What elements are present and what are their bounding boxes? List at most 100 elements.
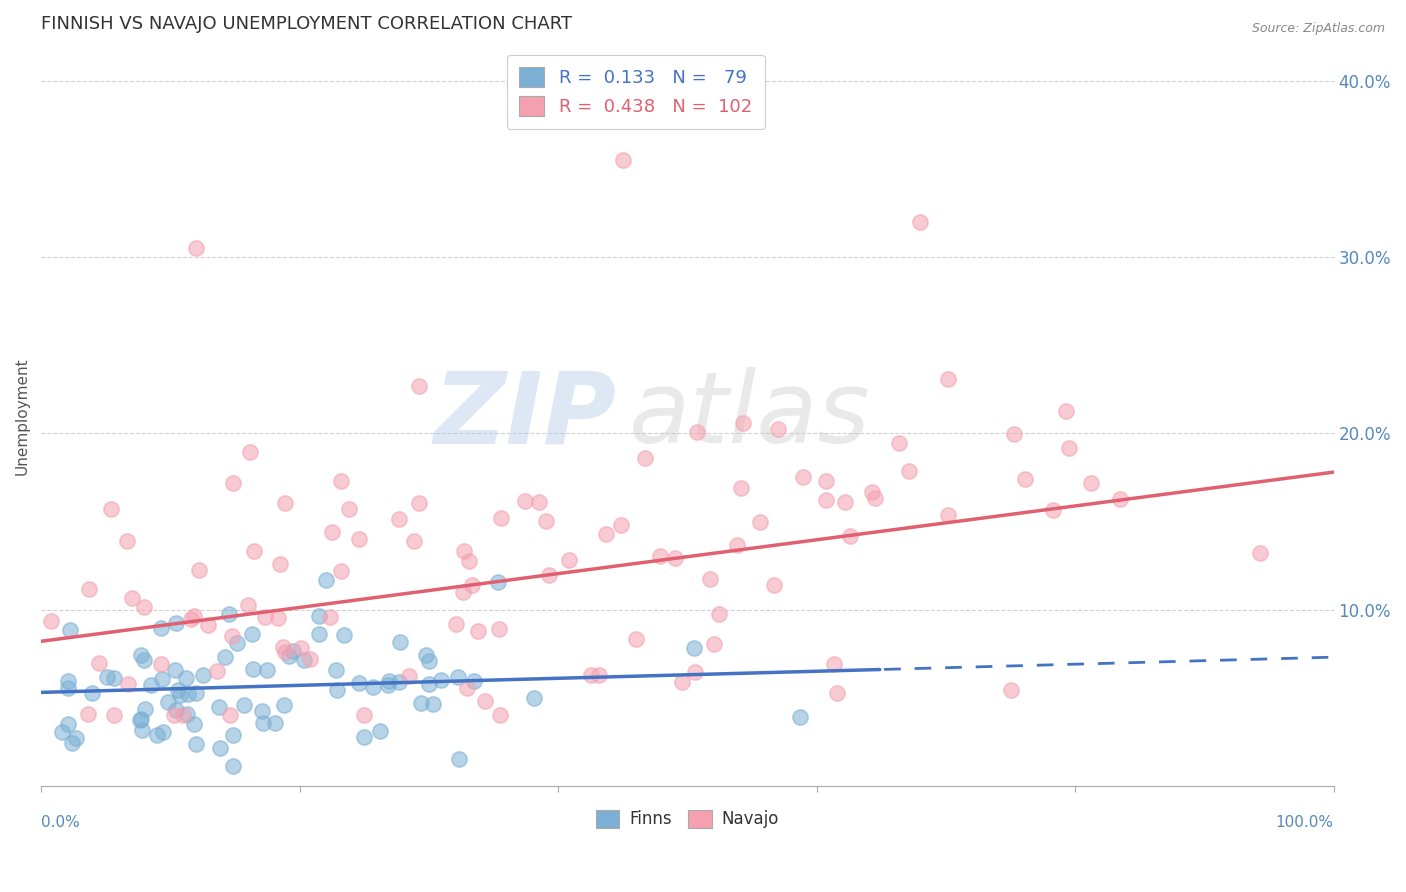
Point bbox=[838, 529, 860, 543]
Point bbox=[792, 470, 814, 484]
Point bbox=[176, 687, 198, 701]
Point bbox=[446, 617, 468, 632]
Point bbox=[269, 558, 291, 572]
Point bbox=[538, 568, 561, 582]
Point bbox=[887, 435, 910, 450]
Point bbox=[815, 474, 838, 488]
Point bbox=[527, 495, 550, 509]
Point bbox=[634, 451, 657, 466]
Point bbox=[146, 728, 169, 742]
Point bbox=[685, 425, 707, 439]
Point bbox=[408, 379, 430, 393]
Point bbox=[1057, 441, 1080, 455]
Point bbox=[388, 512, 411, 526]
Point bbox=[330, 564, 353, 578]
Point bbox=[703, 638, 725, 652]
Point bbox=[218, 607, 240, 622]
Point bbox=[733, 417, 755, 431]
Point bbox=[197, 618, 219, 632]
Point bbox=[329, 475, 352, 489]
Text: 0.0%: 0.0% bbox=[41, 815, 80, 830]
Point bbox=[377, 678, 399, 692]
Point bbox=[121, 591, 143, 606]
Point bbox=[308, 609, 330, 624]
Point bbox=[308, 627, 330, 641]
Point bbox=[408, 495, 430, 509]
Point bbox=[174, 671, 197, 685]
Point bbox=[685, 665, 707, 680]
Point bbox=[467, 624, 489, 639]
Point bbox=[315, 573, 337, 587]
Point bbox=[167, 682, 190, 697]
Point bbox=[1249, 546, 1271, 560]
Point bbox=[273, 698, 295, 712]
Point bbox=[389, 635, 412, 649]
Point bbox=[150, 672, 173, 686]
Point bbox=[823, 657, 845, 672]
Point bbox=[294, 653, 316, 667]
Point bbox=[80, 686, 103, 700]
Point bbox=[56, 717, 79, 731]
Point bbox=[447, 752, 470, 766]
Point bbox=[149, 657, 172, 672]
Point bbox=[325, 663, 347, 677]
Point bbox=[58, 681, 80, 695]
Point bbox=[415, 648, 437, 663]
Point bbox=[188, 563, 211, 577]
Point bbox=[789, 710, 811, 724]
Point bbox=[256, 663, 278, 677]
Point bbox=[1002, 427, 1025, 442]
Point bbox=[588, 668, 610, 682]
Point bbox=[683, 640, 706, 655]
Point bbox=[278, 648, 301, 663]
Point bbox=[349, 676, 371, 690]
Point bbox=[150, 621, 173, 635]
Point bbox=[699, 572, 721, 586]
Point bbox=[1080, 475, 1102, 490]
Text: 100.0%: 100.0% bbox=[1275, 815, 1334, 830]
Point bbox=[96, 670, 118, 684]
Point bbox=[117, 677, 139, 691]
Point bbox=[860, 484, 883, 499]
Point bbox=[226, 636, 249, 650]
Point bbox=[488, 622, 510, 636]
Point bbox=[250, 704, 273, 718]
Text: atlas: atlas bbox=[630, 368, 870, 464]
Point bbox=[169, 688, 191, 702]
Point bbox=[353, 730, 375, 744]
Point bbox=[218, 708, 240, 723]
Point bbox=[129, 712, 152, 726]
Point bbox=[321, 524, 343, 539]
Point bbox=[648, 549, 671, 563]
Point bbox=[222, 475, 245, 490]
Point bbox=[486, 574, 509, 589]
Point bbox=[707, 607, 730, 621]
Point bbox=[664, 550, 686, 565]
Text: FINNISH VS NAVAJO UNEMPLOYMENT CORRELATION CHART: FINNISH VS NAVAJO UNEMPLOYMENT CORRELATI… bbox=[41, 15, 572, 33]
Point bbox=[290, 640, 312, 655]
Point bbox=[214, 650, 236, 665]
Point bbox=[1108, 492, 1130, 507]
Point bbox=[172, 708, 194, 723]
Point bbox=[152, 724, 174, 739]
Point bbox=[749, 515, 772, 529]
Point bbox=[523, 690, 546, 705]
Point bbox=[936, 372, 959, 386]
Point bbox=[558, 552, 581, 566]
Point bbox=[271, 640, 294, 654]
Point bbox=[612, 153, 634, 168]
Point bbox=[936, 508, 959, 522]
Legend: Finns, Navajo: Finns, Navajo bbox=[588, 801, 787, 837]
Point bbox=[451, 584, 474, 599]
Point bbox=[347, 532, 370, 546]
Point bbox=[240, 627, 263, 641]
Point bbox=[129, 713, 152, 727]
Point bbox=[458, 554, 481, 568]
Point bbox=[1014, 472, 1036, 486]
Point bbox=[319, 609, 342, 624]
Point bbox=[65, 731, 87, 745]
Point bbox=[513, 494, 536, 508]
Point bbox=[447, 670, 470, 684]
Point bbox=[361, 680, 384, 694]
Point bbox=[238, 598, 260, 612]
